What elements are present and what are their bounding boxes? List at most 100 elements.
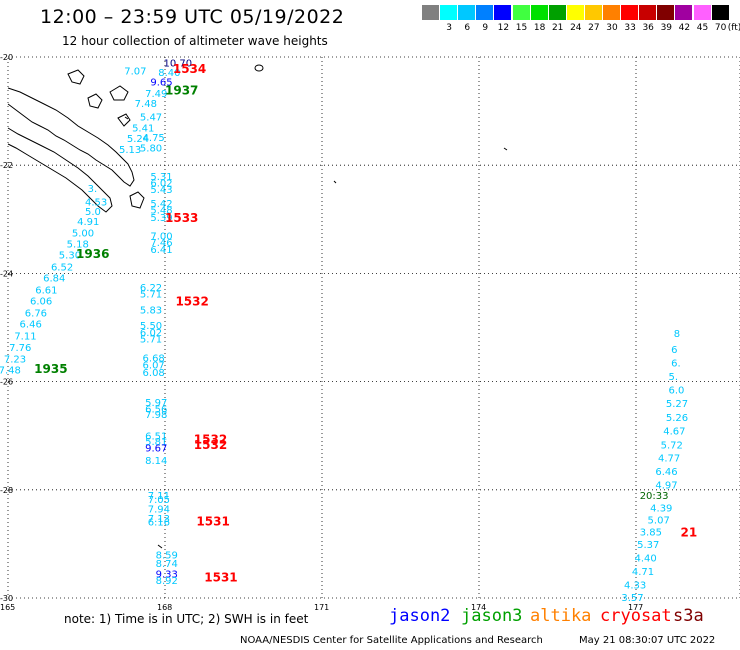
satellite-legend-jason3: jason3 [461, 606, 523, 626]
wave-height-value: 6.02 [140, 328, 162, 339]
wave-height-value: 7.48 [0, 366, 21, 377]
wave-height-value: 6.76 [25, 308, 47, 319]
wave-height-value: 6. [671, 359, 681, 370]
wave-height-value: 7.76 [9, 343, 31, 354]
wave-height-value: 5.72 [661, 440, 683, 451]
wave-height-value: 4.75 [143, 133, 165, 144]
page-title: 12:00 – 23:59 UTC 05/19/2022 [40, 6, 345, 28]
color-scale-label: 45 [696, 23, 709, 33]
new-caledonia-coastline-2 [7, 127, 113, 213]
wave-height-value: 6.84 [43, 274, 65, 285]
wave-height-value: 5.81 [145, 437, 167, 448]
wave-height-value: 6.52 [51, 262, 73, 273]
wave-height-value: 5.41 [132, 123, 154, 134]
page-subtitle: 12 hour collection of altimeter wave hei… [62, 34, 328, 48]
wave-height-value: 6.46 [20, 320, 42, 331]
wave-height-value: 6.46 [655, 467, 677, 478]
color-scale-swatch [566, 5, 584, 20]
wave-height-value: 7.23 [4, 354, 26, 365]
wave-height-value: 8 [674, 329, 680, 340]
color-scale-swatch [711, 5, 729, 20]
wave-height-value: 6.06 [30, 296, 52, 307]
color-scale-label: 24 [570, 23, 582, 33]
wave-height-value: 6.51 [145, 432, 167, 443]
wave-height-value: 7.46 [150, 238, 172, 249]
wave-height-value: 4.71 [632, 567, 654, 578]
wave-height-value: 7.05 [148, 495, 170, 506]
wave-height-value: 5.83 [140, 306, 162, 317]
wave-height-value: 8.74 [156, 559, 178, 570]
lon-axis-label: 165 [0, 603, 15, 612]
color-scale-unit: (ft) [727, 23, 740, 33]
color-scale-label: 42 [678, 23, 691, 33]
wave-height-value: 9.65 [150, 77, 172, 88]
coastline [7, 64, 508, 549]
wave-height-value: 6.07 [143, 360, 165, 371]
lon-axis-label: 177 [628, 603, 643, 612]
wave-height-value: 6.56 [145, 405, 167, 416]
pass-time-labels: 1534193715331936153219351532153215311531… [34, 62, 697, 585]
footer-generated-time: May 21 08:30:07 UTC 2022 [579, 635, 716, 646]
color-scale-swatch [476, 5, 494, 20]
wave-height-value: 5.71 [140, 334, 162, 345]
pass-time-label: 21 [680, 525, 697, 539]
color-scale-label: 36 [642, 23, 654, 33]
wave-height-value: 4.39 [650, 504, 672, 515]
wave-height-value: 4.97 [655, 480, 677, 491]
color-scale-swatch [548, 5, 566, 20]
new-caledonia-coastline [7, 87, 135, 187]
wave-height-value: 5.43 [150, 185, 172, 196]
pass-time-label: 1532 [194, 438, 227, 452]
pass-time-label: 1533 [165, 211, 198, 225]
wave-height-value: 6.61 [35, 286, 57, 297]
pass-time-label: 1935 [34, 362, 67, 376]
color-scale-label: 15 [515, 23, 528, 33]
wave-height-value: 7.48 [135, 99, 157, 110]
lat-axis-label: -26 [0, 378, 13, 387]
color-scale-label: 39 [660, 23, 673, 33]
wave-height-value: 6.22 [140, 283, 162, 294]
wave-height-value: 9.67 [145, 444, 167, 455]
wave-height-value: 7.07 [124, 67, 146, 78]
wave-height-value: 5.42 [150, 199, 172, 210]
wave-height-value: 4.40 [634, 553, 656, 564]
color-scale-swatch [494, 5, 512, 20]
wave-height-value: 8.59 [156, 551, 178, 562]
wave-height-value: 3.85 [640, 527, 662, 538]
color-scale-swatch [603, 5, 620, 20]
wave-height-value: 4.91 [77, 217, 99, 228]
wave-height-value: 4.67 [663, 426, 685, 437]
loyalty-island-2 [87, 93, 103, 109]
color-scale-label: 12 [497, 23, 510, 33]
wave-height-value: 6 [671, 345, 677, 356]
color-scale-swatch [440, 5, 458, 20]
wave-height-value: 7.11 [148, 491, 170, 502]
small-island-2 [503, 147, 508, 151]
satellite-legend-jason2: jason2 [389, 606, 451, 626]
pass-time-label: 1534 [173, 62, 206, 76]
wave-height-value: 5.71 [140, 289, 162, 300]
lat-axis-label: -28 [0, 486, 13, 495]
wave-height-value: 6.02 [150, 179, 172, 190]
color-scale-swatch [675, 5, 693, 20]
wave-height-value: 5.80 [140, 143, 162, 154]
wave-height-value: 5.26 [666, 413, 688, 424]
color-scale-label: 33 [624, 23, 636, 33]
wave-height-value: 7.13 [148, 514, 170, 525]
wave-height-value: 5.50 [140, 321, 162, 332]
lat-lon-grid [7, 56, 740, 599]
wave-height-value: 4.53 [85, 197, 107, 208]
wave-height-value: 3.57 [621, 593, 643, 604]
wave-height-value: 10.70 [163, 58, 192, 69]
lon-axis-label: 171 [314, 603, 329, 612]
color-scale-swatch [458, 5, 476, 20]
lon-axis-label: 174 [471, 603, 486, 612]
wave-height-value: 5.97 [145, 398, 167, 409]
satellite-legend-altika: altika [530, 606, 592, 626]
wave-height-value: 5.39 [150, 213, 172, 224]
lon-axis-label: 168 [157, 603, 172, 612]
wave-height-value: 7.94 [148, 505, 170, 516]
small-island-4 [124, 116, 129, 120]
wave-height-value: 8.40 [158, 68, 180, 79]
